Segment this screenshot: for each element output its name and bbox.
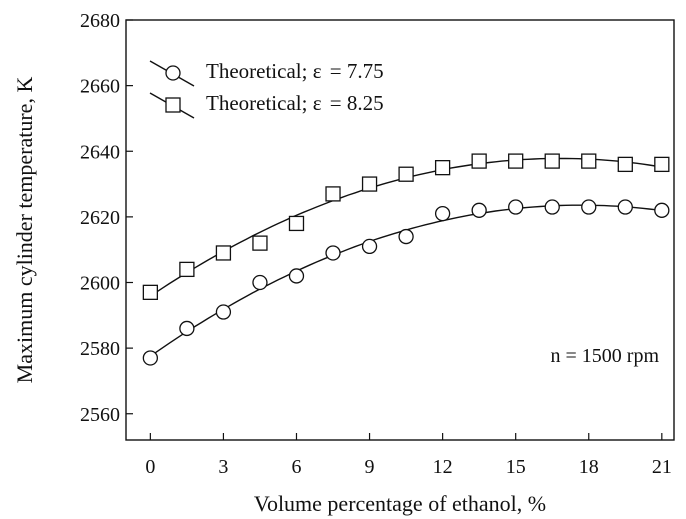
x-axis-label: Volume percentage of ethanol, % xyxy=(254,491,546,516)
legend-circle-icon xyxy=(165,65,181,81)
data-point-circle xyxy=(325,245,341,261)
y-tick-label: 2620 xyxy=(80,207,120,229)
legend-label-prefix: Theoretical; ε xyxy=(206,91,322,115)
y-tick-label: 2580 xyxy=(80,338,120,360)
x-tick-label: 0 xyxy=(145,456,155,478)
data-point-square xyxy=(544,153,560,169)
data-point-square xyxy=(654,156,670,173)
x-tick-label: 15 xyxy=(506,456,526,478)
data-point-circle xyxy=(471,202,487,218)
x-tick-label: 6 xyxy=(291,456,301,478)
data-point-square xyxy=(434,160,451,176)
data-point-square xyxy=(252,235,268,251)
x-tick-label: 12 xyxy=(433,456,453,478)
legend-label-value: = 7.75 xyxy=(330,59,384,83)
legend-label-prefix: Theoretical; ε xyxy=(206,59,322,83)
fit-curve-series-1 xyxy=(149,204,662,357)
x-tick-label: 18 xyxy=(579,456,599,478)
data-point-circle xyxy=(544,199,560,215)
y-axis-label: Maximum cylinder temperature, K xyxy=(12,77,37,384)
y-tick-label: 2640 xyxy=(80,141,120,163)
data-point-circle xyxy=(288,268,305,284)
data-point-square xyxy=(398,166,414,182)
data-markers xyxy=(142,153,670,366)
x-axis: 0 3 6 9 12 15 18 21 xyxy=(145,433,672,478)
data-point-circle xyxy=(654,202,670,218)
x-tick-label: 9 xyxy=(365,456,375,478)
plot-frame xyxy=(125,19,675,441)
legend-marker-circle xyxy=(149,60,195,87)
data-point-square xyxy=(361,176,378,192)
x-tick-label: 21 xyxy=(652,456,672,478)
legend-square-icon xyxy=(165,97,181,113)
y-tick-label: 2600 xyxy=(80,273,120,295)
data-point-circle xyxy=(434,205,451,222)
data-point-square xyxy=(617,156,633,173)
data-point-circle xyxy=(142,350,159,366)
data-point-circle xyxy=(361,238,378,255)
data-point-square xyxy=(471,153,487,169)
data-point-square xyxy=(142,284,159,300)
data-point-circle xyxy=(398,228,414,245)
data-point-square xyxy=(508,153,524,169)
data-point-circle xyxy=(252,274,268,291)
legend: Theoretical; ε = 7.75 Theoretical; ε = 8… xyxy=(149,59,384,119)
y-axis: 2560 2580 2600 2620 2640 2660 2680 xyxy=(80,10,133,426)
data-point-circle xyxy=(581,199,597,215)
data-point-circle xyxy=(508,199,524,215)
legend-label-value: = 8.25 xyxy=(330,91,384,115)
data-point-circle xyxy=(215,304,232,320)
data-point-circle xyxy=(179,320,195,337)
data-point-square xyxy=(215,245,232,261)
data-point-square xyxy=(581,153,597,169)
data-point-square xyxy=(288,215,305,232)
y-tick-label: 2660 xyxy=(80,76,120,98)
data-point-circle xyxy=(617,199,633,215)
data-point-square xyxy=(325,186,341,202)
data-point-square xyxy=(179,261,195,278)
legend-label-series-1: Theoretical; ε = 7.75 xyxy=(206,59,384,83)
x-tick-label: 3 xyxy=(218,456,228,478)
legend-marker-square xyxy=(149,92,195,119)
speed-annotation: n = 1500 rpm xyxy=(551,345,660,367)
legend-label-series-2: Theoretical; ε = 8.25 xyxy=(206,91,384,115)
y-tick-label: 2560 xyxy=(80,404,120,426)
y-tick-label: 2680 xyxy=(80,10,120,32)
